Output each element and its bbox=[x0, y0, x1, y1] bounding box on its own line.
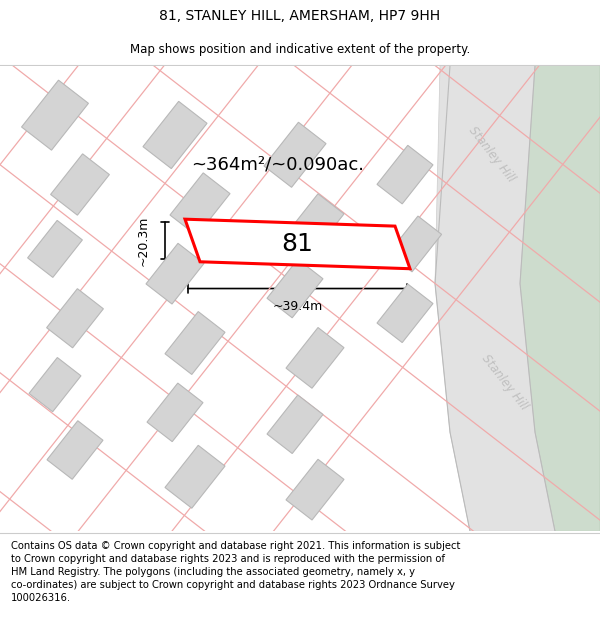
Polygon shape bbox=[267, 395, 323, 454]
Polygon shape bbox=[388, 216, 442, 272]
Text: 81, STANLEY HILL, AMERSHAM, HP7 9HH: 81, STANLEY HILL, AMERSHAM, HP7 9HH bbox=[160, 9, 440, 23]
Polygon shape bbox=[47, 421, 103, 479]
Text: ~20.3m: ~20.3m bbox=[137, 215, 149, 266]
Polygon shape bbox=[170, 173, 230, 236]
Polygon shape bbox=[165, 446, 225, 508]
Polygon shape bbox=[435, 66, 555, 531]
Polygon shape bbox=[28, 221, 82, 278]
Polygon shape bbox=[29, 357, 81, 412]
Polygon shape bbox=[143, 101, 207, 169]
Text: 81: 81 bbox=[281, 232, 313, 256]
Polygon shape bbox=[185, 219, 410, 269]
Text: ~39.4m: ~39.4m bbox=[272, 300, 323, 313]
Text: Stanley Hill: Stanley Hill bbox=[466, 124, 518, 185]
Polygon shape bbox=[264, 122, 326, 188]
Text: Map shows position and indicative extent of the property.: Map shows position and indicative extent… bbox=[130, 42, 470, 56]
Text: Contains OS data © Crown copyright and database right 2021. This information is : Contains OS data © Crown copyright and d… bbox=[11, 541, 460, 603]
Text: ~364m²/~0.090ac.: ~364m²/~0.090ac. bbox=[191, 156, 364, 174]
Polygon shape bbox=[286, 328, 344, 388]
Polygon shape bbox=[267, 259, 323, 318]
Polygon shape bbox=[165, 312, 225, 374]
Polygon shape bbox=[377, 284, 433, 342]
Polygon shape bbox=[22, 80, 88, 150]
Polygon shape bbox=[515, 66, 600, 531]
Polygon shape bbox=[50, 154, 109, 215]
Polygon shape bbox=[147, 383, 203, 442]
Polygon shape bbox=[286, 459, 344, 520]
Polygon shape bbox=[146, 243, 204, 304]
Polygon shape bbox=[47, 289, 103, 348]
Text: Stanley Hill: Stanley Hill bbox=[479, 352, 530, 413]
Polygon shape bbox=[286, 194, 344, 254]
Polygon shape bbox=[377, 146, 433, 204]
